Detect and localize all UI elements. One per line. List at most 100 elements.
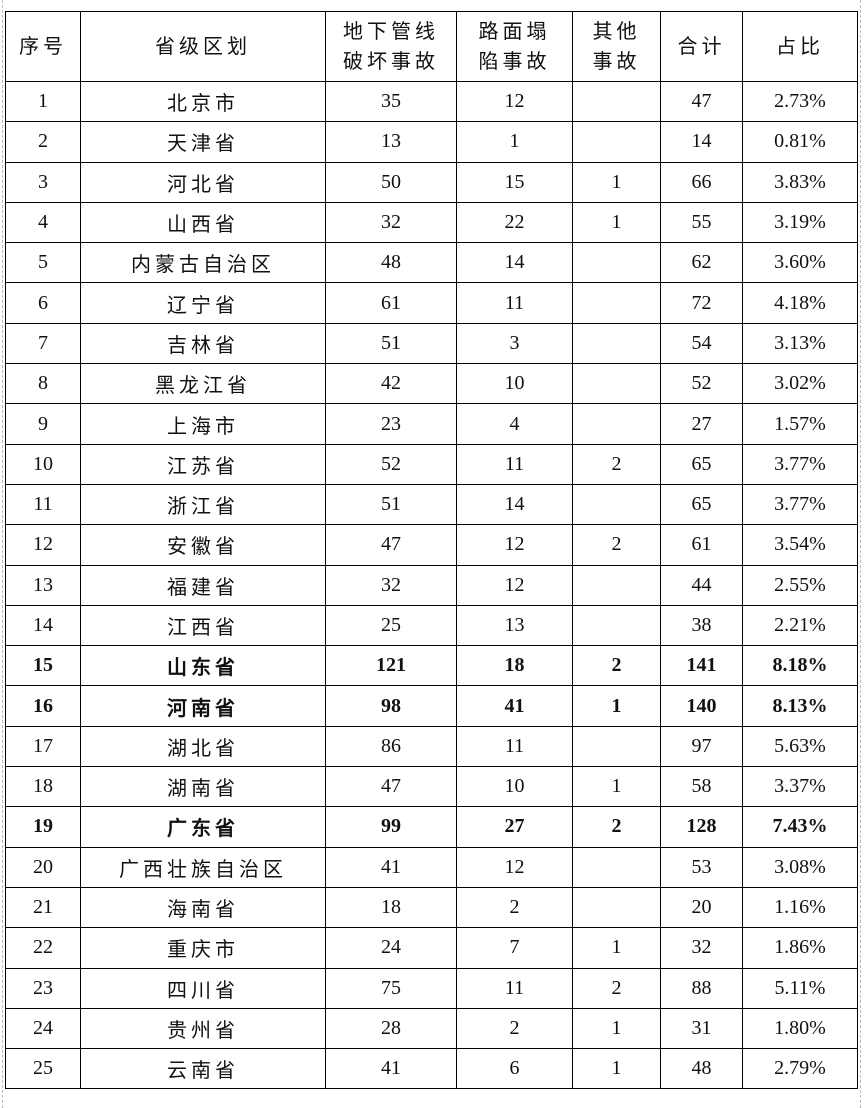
cell-other: 2 <box>572 443 661 485</box>
cell-road-collapse: 12 <box>456 524 573 566</box>
header-province: 省级区划 <box>80 11 326 82</box>
cell-province: 福建省 <box>80 564 326 606</box>
cell-province: 天津省 <box>80 121 326 163</box>
cell-pipeline-damage: 35 <box>325 80 457 123</box>
cell-total: 66 <box>660 161 743 203</box>
cell-total: 65 <box>660 483 743 526</box>
cell-share: 1.16% <box>742 886 858 929</box>
cell-no: 11 <box>5 483 81 526</box>
cell-other <box>572 363 661 405</box>
cell-total: 72 <box>660 282 743 324</box>
cell-no: 7 <box>5 322 81 365</box>
cell-share: 3.19% <box>742 201 858 244</box>
cell-pipeline-damage: 99 <box>325 806 457 848</box>
table-row: 8 黑龙江省 42 10 52 3.02% <box>5 363 858 405</box>
cell-total: 65 <box>660 443 743 485</box>
cell-total: 53 <box>660 846 743 888</box>
header-text: 合计 <box>677 35 726 58</box>
cell-share: 2.55% <box>742 564 858 606</box>
cell-other <box>572 121 661 163</box>
cell-other: 2 <box>572 645 661 687</box>
cell-pipeline-damage: 41 <box>325 846 457 888</box>
cell-road-collapse: 4 <box>456 403 573 445</box>
cell-pipeline-damage: 23 <box>325 403 457 445</box>
cell-province: 重庆市 <box>80 927 326 969</box>
table-row: 24 贵州省 28 2 1 31 1.80% <box>5 1007 858 1050</box>
table-row: 25 云南省 41 6 1 48 2.79% <box>5 1048 858 1090</box>
cell-road-collapse: 3 <box>456 322 573 365</box>
cell-no: 1 <box>5 80 81 123</box>
cell-share: 4.18% <box>742 282 858 324</box>
cell-road-collapse: 14 <box>456 483 573 526</box>
cell-pipeline-damage: 51 <box>325 322 457 365</box>
cell-total: 58 <box>660 766 743 808</box>
cell-no: 2 <box>5 121 81 163</box>
cell-road-collapse: 27 <box>456 806 573 848</box>
cell-total: 47 <box>660 80 743 123</box>
table-row: 5 内蒙古自治区 48 14 62 3.60% <box>5 242 858 284</box>
cell-road-collapse: 12 <box>456 846 573 888</box>
cell-total: 140 <box>660 685 743 727</box>
cell-pipeline-damage: 47 <box>325 524 457 566</box>
cell-no: 18 <box>5 766 81 808</box>
page-edge-right <box>860 0 861 1108</box>
cell-no: 23 <box>5 967 81 1009</box>
cell-total: 32 <box>660 927 743 969</box>
table-row: 11 浙江省 51 14 65 3.77% <box>5 483 858 526</box>
cell-no: 25 <box>5 1048 81 1090</box>
cell-pipeline-damage: 24 <box>325 927 457 969</box>
cell-total: 52 <box>660 363 743 405</box>
cell-province: 广西壮族自治区 <box>80 846 326 888</box>
cell-no: 6 <box>5 282 81 324</box>
cell-share: 5.63% <box>742 725 858 768</box>
cell-other <box>572 322 661 365</box>
cell-no: 14 <box>5 604 81 647</box>
header-text: 占比 <box>776 35 824 58</box>
cell-share: 3.83% <box>742 161 858 203</box>
cell-road-collapse: 41 <box>456 685 573 727</box>
cell-share: 3.77% <box>742 443 858 485</box>
cell-road-collapse: 10 <box>456 766 573 808</box>
cell-province: 广东省 <box>80 806 326 848</box>
cell-pipeline-damage: 61 <box>325 282 457 324</box>
cell-road-collapse: 11 <box>456 967 573 1009</box>
cell-road-collapse: 11 <box>456 725 573 768</box>
cell-total: 20 <box>660 886 743 929</box>
cell-share: 3.08% <box>742 846 858 888</box>
cell-total: 97 <box>660 725 743 768</box>
cell-road-collapse: 1 <box>456 121 573 163</box>
cell-province: 湖北省 <box>80 725 326 768</box>
cell-province: 浙江省 <box>80 483 326 526</box>
cell-pipeline-damage: 32 <box>325 564 457 606</box>
cell-share: 3.60% <box>742 242 858 284</box>
cell-no: 15 <box>5 645 81 687</box>
header-text: 序号 <box>19 35 67 58</box>
cell-other <box>572 403 661 445</box>
cell-pipeline-damage: 13 <box>325 121 457 163</box>
table-row: 1 北京市 35 12 47 2.73% <box>5 80 858 123</box>
cell-total: 141 <box>660 645 743 687</box>
cell-pipeline-damage: 18 <box>325 886 457 929</box>
cell-total: 88 <box>660 967 743 1009</box>
cell-pipeline-damage: 51 <box>325 483 457 526</box>
cell-total: 62 <box>660 242 743 284</box>
cell-share: 5.11% <box>742 967 858 1009</box>
header-road-collapse: 路面塌陷事故 <box>456 11 573 82</box>
table-row: 4 山西省 32 22 1 55 3.19% <box>5 201 858 244</box>
table-row: 21 海南省 18 2 20 1.16% <box>5 886 858 929</box>
cell-other <box>572 886 661 929</box>
cell-pipeline-damage: 25 <box>325 604 457 647</box>
cell-road-collapse: 12 <box>456 564 573 606</box>
cell-province: 吉林省 <box>80 322 326 365</box>
cell-total: 31 <box>660 1007 743 1050</box>
cell-road-collapse: 15 <box>456 161 573 203</box>
cell-pipeline-damage: 32 <box>325 201 457 244</box>
cell-other <box>572 80 661 123</box>
cell-road-collapse: 13 <box>456 604 573 647</box>
cell-pipeline-damage: 48 <box>325 242 457 284</box>
cell-other: 1 <box>572 201 661 244</box>
cell-no: 13 <box>5 564 81 606</box>
cell-province: 海南省 <box>80 886 326 929</box>
cell-pipeline-damage: 28 <box>325 1007 457 1050</box>
cell-road-collapse: 11 <box>456 443 573 485</box>
